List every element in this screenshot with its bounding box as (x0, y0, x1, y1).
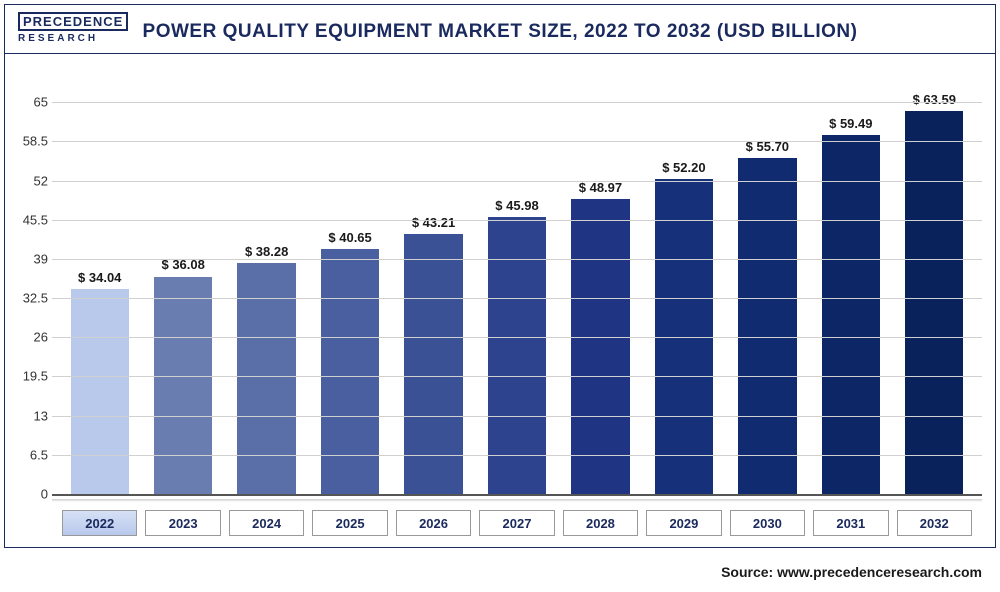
y-tick-label: 6.5 (8, 447, 48, 462)
x-tick-2026: 2026 (396, 510, 471, 536)
y-tick-label: 45.5 (8, 212, 48, 227)
bar-2032: $ 63.59 (893, 72, 976, 494)
chart-title: POWER QUALITY EQUIPMENT MARKET SIZE, 202… (143, 21, 858, 43)
bar-2027: $ 45.98 (475, 72, 558, 494)
bar-value-label: $ 40.65 (308, 230, 391, 245)
grid-line (52, 259, 982, 260)
x-tick-2024: 2024 (229, 510, 304, 536)
x-tick-2025: 2025 (312, 510, 387, 536)
grid-line (52, 181, 982, 182)
source-attribution: Source: www.precedenceresearch.com (721, 564, 982, 580)
y-tick-label: 13 (8, 408, 48, 423)
grid-line (52, 141, 982, 142)
bar-rect (905, 111, 963, 494)
bar-rect (571, 199, 629, 494)
bar-value-label: $ 52.20 (642, 160, 725, 175)
plot-area: $ 34.04$ 36.08$ 38.28$ 40.65$ 43.21$ 45.… (52, 72, 982, 496)
bar-value-label: $ 63.59 (893, 92, 976, 107)
bar-2031: $ 59.49 (809, 72, 892, 494)
title-bar: POWER QUALITY EQUIPMENT MARKET SIZE, 202… (4, 10, 996, 54)
x-axis-shadow (52, 499, 982, 502)
y-tick-label: 65 (8, 95, 48, 110)
grid-line (52, 220, 982, 221)
grid-line (52, 337, 982, 338)
bar-rect (71, 289, 129, 494)
bar-2028: $ 48.97 (559, 72, 642, 494)
grid-line (52, 455, 982, 456)
bar-2030: $ 55.70 (726, 72, 809, 494)
bar-rect (822, 135, 880, 494)
bar-rect (738, 158, 796, 494)
grid-line (52, 376, 982, 377)
x-tick-2032: 2032 (897, 510, 972, 536)
bar-2023: $ 36.08 (141, 72, 224, 494)
bar-2024: $ 38.28 (225, 72, 308, 494)
grid-line (52, 298, 982, 299)
x-tick-2031: 2031 (813, 510, 888, 536)
x-tick-2023: 2023 (145, 510, 220, 536)
bar-rect (321, 249, 379, 494)
x-tick-2027: 2027 (479, 510, 554, 536)
y-tick-label: 52 (8, 173, 48, 188)
x-tick-2028: 2028 (563, 510, 638, 536)
y-tick-label: 19.5 (8, 369, 48, 384)
grid-line (52, 102, 982, 103)
bar-2022: $ 34.04 (58, 72, 141, 494)
x-tick-2030: 2030 (730, 510, 805, 536)
bar-value-label: $ 34.04 (58, 270, 141, 285)
x-tick-2029: 2029 (646, 510, 721, 536)
bar-rect (154, 277, 212, 495)
grid-line (52, 416, 982, 417)
bar-2029: $ 52.20 (642, 72, 725, 494)
y-tick-label: 0 (8, 487, 48, 502)
y-tick-label: 58.5 (8, 134, 48, 149)
y-tick-label: 26 (8, 330, 48, 345)
bar-value-label: $ 45.98 (475, 198, 558, 213)
bar-value-label: $ 59.49 (809, 116, 892, 131)
bar-2025: $ 40.65 (308, 72, 391, 494)
bar-value-label: $ 48.97 (559, 180, 642, 195)
bar-value-label: $ 38.28 (225, 244, 308, 259)
x-axis: 2022 2023 2024 2025 2026 2027 2028 2029 2030 2031… (52, 506, 982, 536)
bar-container: $ 34.04$ 36.08$ 38.28$ 40.65$ 43.21$ 45.… (52, 72, 982, 494)
y-tick-label: 32.5 (8, 291, 48, 306)
x-tick-2022: 2022 (62, 510, 137, 536)
bar-2026: $ 43.21 (392, 72, 475, 494)
y-tick-label: 39 (8, 251, 48, 266)
bar-value-label: $ 43.21 (392, 215, 475, 230)
